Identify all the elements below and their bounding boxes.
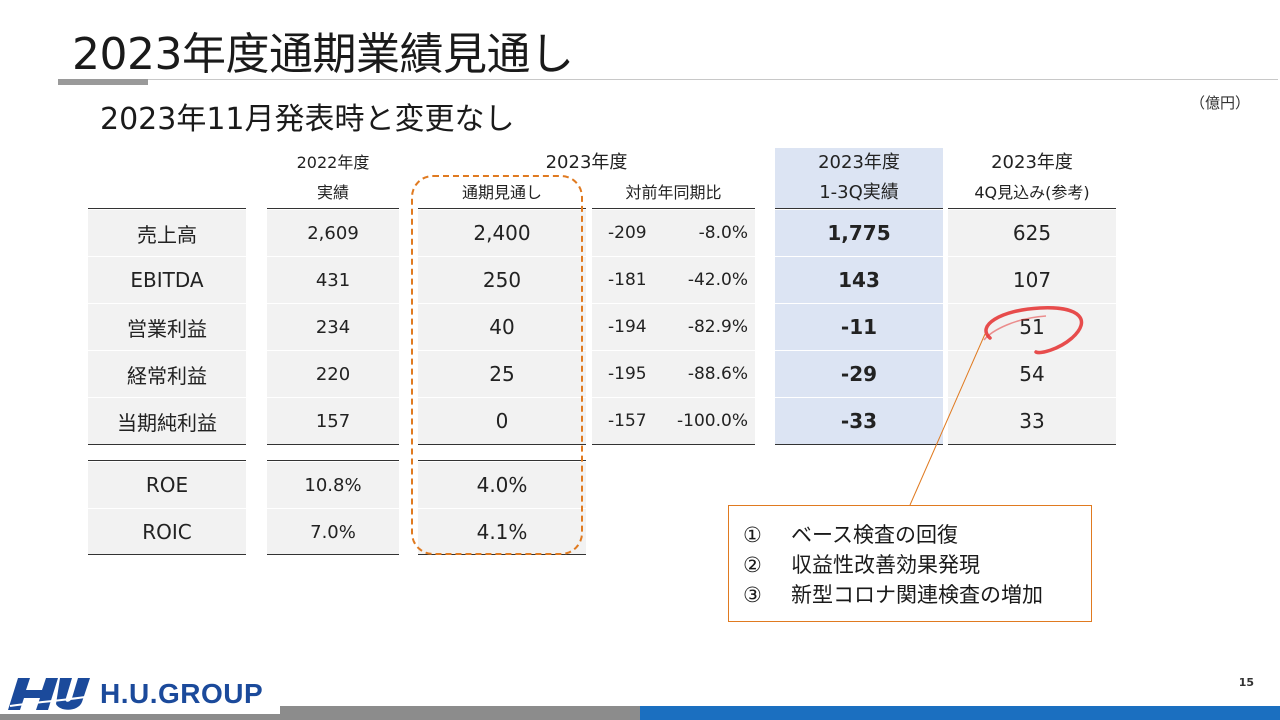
row-label: 当期純利益 (88, 398, 246, 444)
row-label: 営業利益 (88, 304, 246, 350)
reason-item: ① ベース検査の回復 (743, 520, 1091, 550)
fy2022-column: 2,609 431 234 220 157 10.8% 7.0% (267, 208, 399, 558)
yoy-amount: -209 (608, 223, 647, 243)
page-title: 2023年度通期業績見通し (72, 29, 574, 80)
reason-number: ③ (743, 583, 762, 607)
reason-text: ベース検査の回復 (791, 523, 958, 547)
yoy-percent: -88.6% (687, 364, 748, 384)
q4-value: 51 (948, 304, 1116, 350)
forecast-value: 40 (418, 304, 586, 350)
header-forecast: 通期見通し (461, 183, 542, 202)
reason-text: 収益性改善効果発現 (791, 553, 980, 577)
unit-label: （億円） (1189, 94, 1250, 112)
page-subtitle: 2023年11月発表時と変更なし (100, 102, 515, 137)
q4-column: 625 107 51 54 33 (948, 208, 1116, 448)
forecast-value: 0 (418, 398, 586, 444)
yoy-cell: -195 -88.6% (592, 351, 755, 397)
highlight-circle (984, 306, 1084, 355)
yoy-amount: -194 (608, 317, 647, 337)
fy2022-value: 234 (267, 304, 399, 350)
forecast-value: 2,400 (418, 210, 586, 256)
fy2022-ratio: 10.8% (267, 462, 399, 508)
q3-value: 1,775 (775, 210, 943, 256)
header-q3-line1: 2023年度 (818, 152, 900, 173)
page-number: 15 (1238, 676, 1254, 689)
yoy-cell: -181 -42.0% (592, 257, 755, 303)
header-fy2022-line1: 2022年度 (296, 153, 370, 172)
header-yoy: 対前年同期比 (625, 183, 722, 202)
yoy-cell: -157 -100.0% (592, 398, 755, 444)
ratio-label: ROIC (88, 509, 246, 555)
hu-mark-icon (8, 678, 93, 710)
q3-column: 1,775 143 -11 -29 -33 (775, 208, 943, 448)
yoy-amount: -195 (608, 364, 647, 384)
yoy-percent: -82.9% (687, 317, 748, 337)
company-logo: H.U.GROUP (8, 674, 263, 714)
header-fy2022-line2: 実績 (316, 183, 349, 202)
row-label: 経常利益 (88, 351, 246, 397)
reason-text: 新型コロナ関連検査の増加 (791, 583, 1043, 607)
forecast-ratio: 4.0% (418, 462, 586, 508)
yoy-cell: -194 -82.9% (592, 304, 755, 350)
logo-wordmark: H.U.GROUP (100, 678, 264, 709)
yoy-percent: -8.0% (698, 223, 748, 243)
footer-bar-left (0, 714, 280, 720)
header-q3: 2023年度 1-3Q実績 (775, 148, 943, 208)
yoy-percent: -100.0% (677, 411, 748, 431)
callout-line (909, 333, 986, 506)
header-q4-line2: 4Q見込み(参考) (974, 183, 1090, 202)
q3-value: -33 (775, 398, 943, 444)
header-fy2023: 2023年度 (545, 152, 628, 173)
forecast-ratio: 4.1% (418, 509, 586, 555)
row-label: EBITDA (88, 257, 246, 303)
highlight-circle-inner (983, 315, 1047, 341)
fy2022-value: 157 (267, 398, 399, 444)
yoy-column: -209 -8.0% -181 -42.0% -194 -82.9% -195 -88.… (592, 208, 755, 448)
header-q4-line1: 2023年度 (991, 152, 1073, 173)
fy2022-value: 2,609 (267, 210, 399, 256)
label-column: 売上高 EBITDA 営業利益 経常利益 当期純利益 ROE ROIC (88, 208, 246, 558)
title-accent-bar (58, 79, 148, 85)
reason-item: ② 収益性改善効果発現 (743, 550, 1091, 580)
forecast-highlight-box (411, 175, 583, 555)
fy2022-value: 431 (267, 257, 399, 303)
yoy-amount: -157 (608, 411, 647, 431)
yoy-cell: -209 -8.0% (592, 210, 755, 256)
reason-item: ③ 新型コロナ関連検査の増加 (743, 580, 1091, 610)
q4-value: 33 (948, 398, 1116, 444)
forecast-value: 25 (418, 351, 586, 397)
q4-value: 625 (948, 210, 1116, 256)
ratio-label: ROE (88, 462, 246, 508)
reasons-box: ① ベース検査の回復 ② 収益性改善効果発現 ③ 新型コロナ関連検査の増加 (728, 505, 1092, 622)
footer-bar-blue (640, 706, 1280, 720)
header-q3-line2: 1-3Q実績 (819, 182, 899, 203)
q3-value: 143 (775, 257, 943, 303)
q3-value: -11 (775, 304, 943, 350)
title-divider (58, 79, 1278, 80)
row-label: 売上高 (88, 210, 246, 256)
q3-value: -29 (775, 351, 943, 397)
reason-number: ① (743, 523, 762, 547)
q4-value: 54 (948, 351, 1116, 397)
q4-value: 107 (948, 257, 1116, 303)
reason-number: ② (743, 553, 762, 577)
header-fy2022: 2022年度 実績 (267, 148, 399, 208)
yoy-amount: -181 (608, 270, 647, 290)
yoy-percent: -42.0% (687, 270, 748, 290)
forecast-column: 2,400 250 40 25 0 4.0% 4.1% (418, 208, 586, 558)
footer-bar-gray (280, 706, 640, 720)
fy2022-value: 220 (267, 351, 399, 397)
fy2022-ratio: 7.0% (267, 509, 399, 555)
forecast-value: 250 (418, 257, 586, 303)
header-q4: 2023年度 4Q見込み(参考) (948, 148, 1116, 208)
